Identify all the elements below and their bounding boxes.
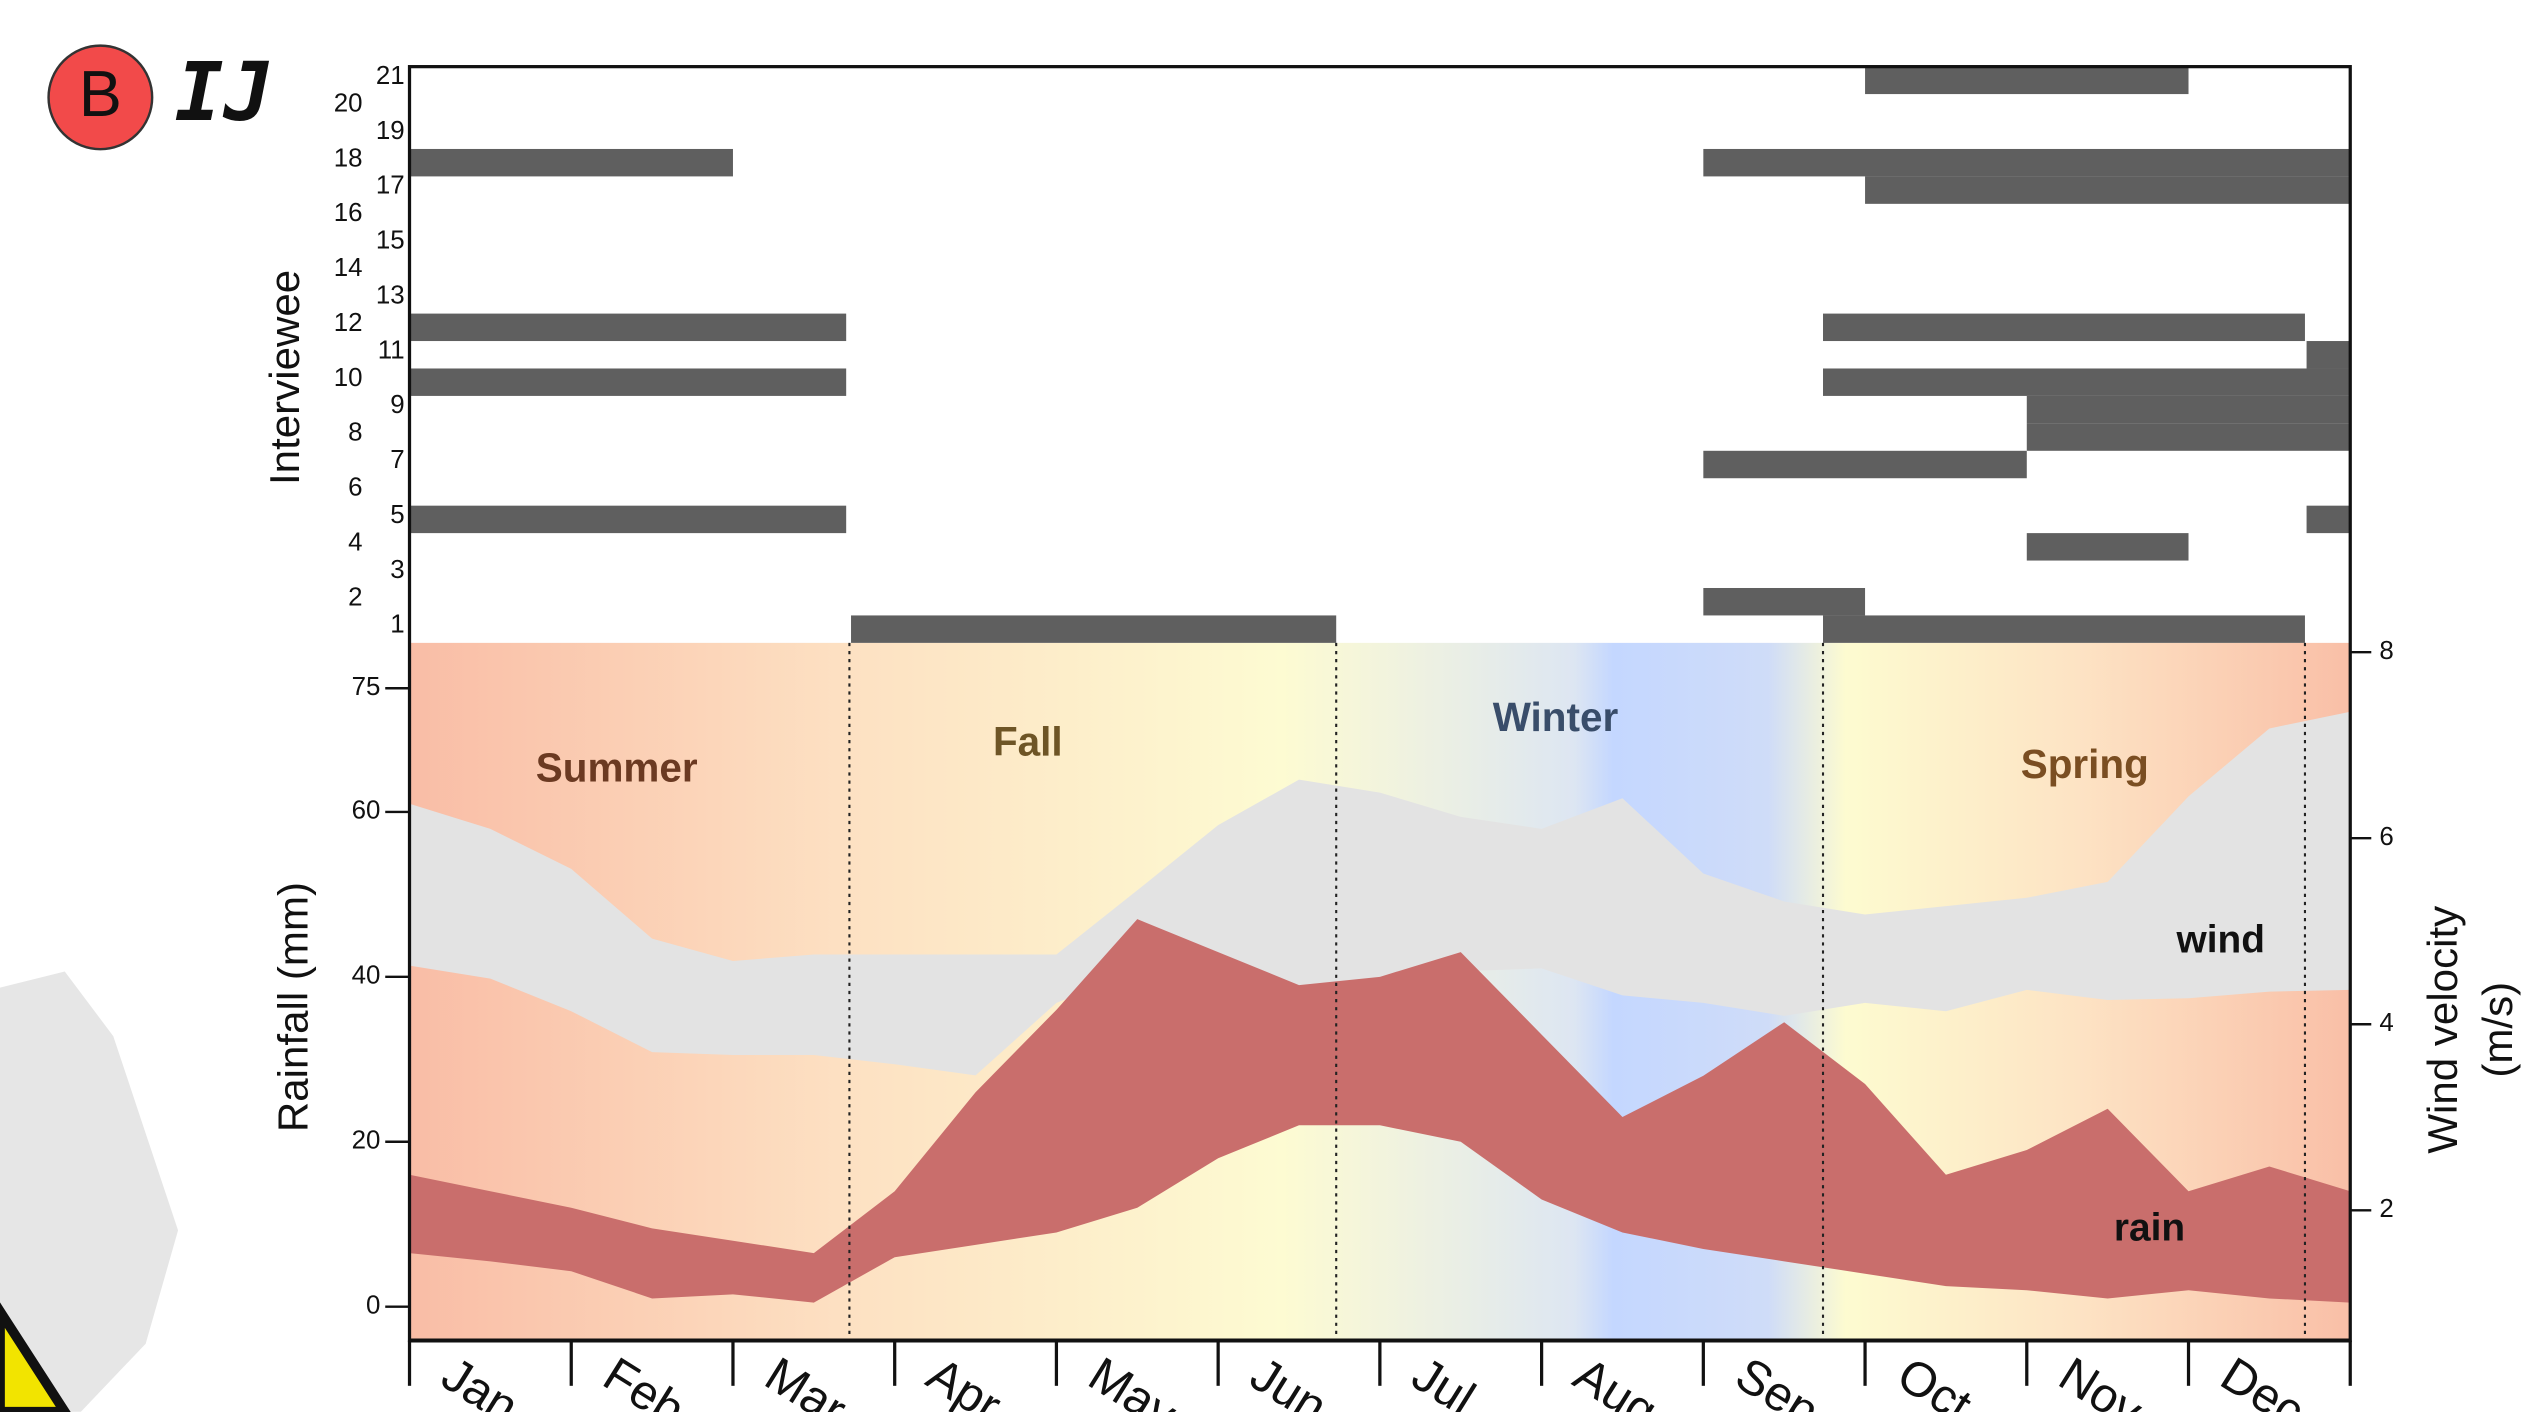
bar [2306, 505, 2351, 534]
bar [2306, 341, 2351, 369]
y-tick-label: 75 [352, 673, 381, 701]
y-tick-label: 2 [348, 583, 362, 611]
bar [1865, 66, 2189, 95]
y-tick-label: 19 [376, 117, 405, 145]
y-tick-label: 6 [348, 474, 362, 502]
y-tick-label: 17 [376, 172, 405, 200]
y-axis-label: Rainfall (mm) [269, 882, 316, 1132]
x-tick-label: Mar [756, 1347, 856, 1412]
y-tick-label: 20 [334, 89, 363, 117]
season-label: Fall [993, 719, 1063, 765]
y-tick-label: 4 [348, 528, 362, 556]
x-tick-label: May [1079, 1347, 1186, 1412]
x-tick-label: Oct [1888, 1347, 1981, 1412]
y-tick-label: 15 [376, 227, 405, 255]
season-label: Summer [536, 744, 698, 790]
plot-area [409, 66, 2351, 1303]
bar [1823, 368, 2351, 396]
y-tick-label: 8 [348, 419, 362, 447]
panel-badge [47, 44, 154, 151]
x-tick-label: Apr [918, 1347, 1011, 1412]
y-tick-label: 18 [334, 144, 363, 172]
y2-tick-label: 6 [2379, 823, 2393, 851]
x-tick-label: Nov [2050, 1347, 2152, 1412]
bar [2026, 423, 2351, 451]
season-label: Winter [1493, 694, 1619, 740]
y2-tick-label: 2 [2379, 1195, 2393, 1223]
y-tick-label: 3 [390, 556, 404, 584]
bar [409, 505, 847, 534]
band-area [409, 711, 2351, 1076]
y-tick-label: 1 [390, 611, 404, 639]
y-tick-label: 13 [376, 281, 405, 309]
bar [1865, 176, 2351, 204]
y-tick-label: 60 [352, 797, 381, 825]
band-area [409, 919, 2351, 1303]
panel-label: B [79, 57, 122, 130]
bar [2026, 395, 2351, 424]
season-label: Spring [2021, 741, 2149, 787]
bar [1703, 148, 2351, 177]
x-tick-label: Feb [594, 1347, 694, 1412]
y-tick-label: 10 [334, 364, 363, 392]
y-tick-label: 7 [390, 446, 404, 474]
y-tick-label: 9 [390, 391, 404, 419]
bar [409, 313, 847, 342]
y-tick-label: 14 [334, 254, 363, 282]
y2-tick-label: 4 [2379, 1009, 2393, 1037]
y-tick-label: 20 [352, 1127, 381, 1155]
x-tick-label: Jun [1241, 1347, 1336, 1412]
bar [2026, 533, 2189, 561]
series-label: rain [2114, 1207, 2185, 1250]
y-tick-label: 0 [366, 1292, 380, 1320]
background-decoration [0, 971, 179, 1412]
bar [1823, 313, 2305, 342]
y2-axis-label: Wind velocity [2419, 906, 2466, 1154]
x-tick-label: Aug [1565, 1347, 1667, 1412]
bar [1703, 450, 2027, 479]
x-tick-label: Dec [2211, 1347, 2313, 1412]
bar [851, 615, 1337, 643]
bar [409, 368, 847, 396]
y-tick-label: 40 [352, 962, 381, 990]
y-tick-label: 11 [378, 336, 405, 364]
x-tick-label: Sep [1726, 1347, 1828, 1412]
bar [1703, 587, 1866, 616]
bar [1823, 615, 2305, 643]
y2-tick-label: 8 [2379, 637, 2393, 665]
y-tick-label: 12 [334, 309, 363, 337]
series-label: wind [2176, 919, 2265, 962]
bar [409, 148, 733, 177]
y-tick-label: 16 [334, 199, 363, 227]
logo-text: IJ [175, 46, 272, 140]
x-tick-label: Jul [1403, 1347, 1484, 1412]
y-tick-label: 5 [390, 501, 404, 529]
x-tick-label: Jan [432, 1347, 527, 1412]
y-tick-label: 21 [376, 62, 405, 90]
y2-axis-label: (m/s) [2474, 982, 2521, 1078]
y-axis-label: Interviewee [261, 270, 308, 485]
